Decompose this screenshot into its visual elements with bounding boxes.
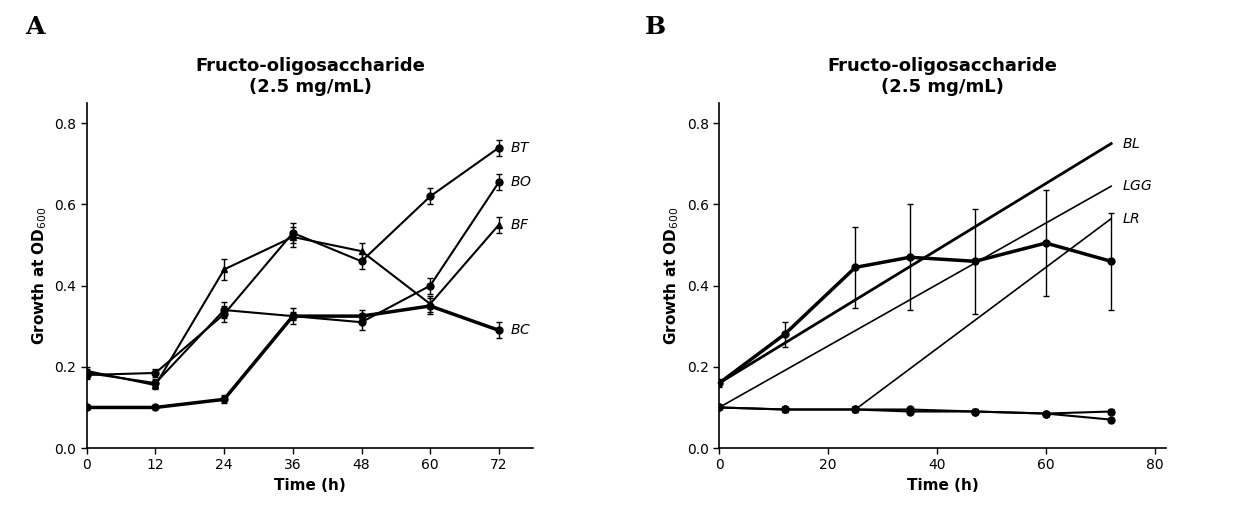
Title: Fructo-oligosaccharide
(2.5 mg/mL): Fructo-oligosaccharide (2.5 mg/mL) [827,57,1058,96]
Text: $\mathit{BT}$: $\mathit{BT}$ [511,141,531,154]
X-axis label: Time (h): Time (h) [274,478,346,493]
Text: $\mathit{LGG}$: $\mathit{LGG}$ [1122,179,1153,193]
Text: $\mathit{LR}$: $\mathit{LR}$ [1122,212,1140,226]
Y-axis label: Growth at OD$_{600}$: Growth at OD$_{600}$ [30,207,48,345]
Text: $\mathit{BL}$: $\mathit{BL}$ [1122,136,1141,150]
Text: A: A [25,15,45,40]
Text: $\mathit{BC}$: $\mathit{BC}$ [511,323,532,337]
Text: $\mathit{BF}$: $\mathit{BF}$ [511,218,529,232]
X-axis label: Time (h): Time (h) [906,478,978,493]
Y-axis label: Growth at OD$_{600}$: Growth at OD$_{600}$ [662,207,681,345]
Title: Fructo-oligosaccharide
(2.5 mg/mL): Fructo-oligosaccharide (2.5 mg/mL) [195,57,425,96]
Text: $\mathit{BO}$: $\mathit{BO}$ [511,175,532,189]
Text: B: B [645,15,666,40]
